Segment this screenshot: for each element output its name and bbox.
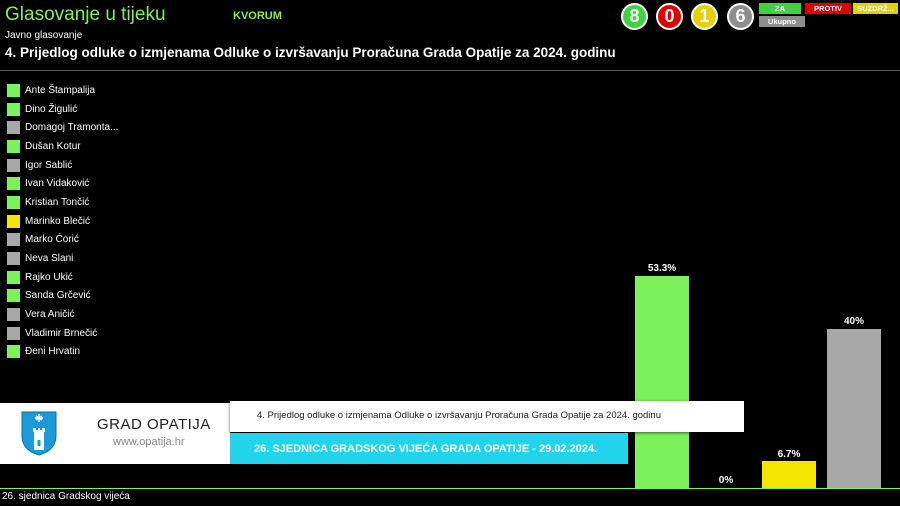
vote-status-indicator	[7, 252, 20, 266]
footer-session: 26. sjednica Gradskog vijeća	[2, 491, 130, 502]
count-protiv-badge: 0	[656, 3, 683, 30]
vote-status-indicator	[7, 308, 20, 322]
brand-name: GRAD OPATIJA	[97, 416, 211, 433]
member-row: Neva Slani	[7, 249, 118, 268]
count-za-badge: 8	[621, 3, 648, 30]
lower-third-session-text: 26. SJEDNICA GRADSKOG VIJEĆA GRADA OPATI…	[254, 443, 598, 455]
member-name: Đeni Hrvatin	[25, 346, 81, 358]
vote-status-indicator	[7, 233, 20, 247]
member-name: Sanda Grčević	[25, 290, 91, 302]
member-row: Vera Aničić	[7, 305, 118, 324]
voting-type: Javno glasovanje	[5, 30, 83, 41]
member-name: Ivan Vidaković	[25, 178, 90, 190]
vote-status-indicator	[7, 177, 20, 191]
member-row: Domagoj Tramonta...	[7, 118, 118, 137]
vote-status-indicator	[7, 326, 20, 340]
page-title: Glasovanje u tijeku	[5, 4, 166, 25]
bar-label-protiv: 0%	[718, 475, 734, 486]
count-ukupno-badge: 6	[727, 3, 754, 30]
vote-status-indicator	[7, 289, 20, 303]
bar-za	[635, 276, 689, 488]
agenda-item-title: 4. Prijedlog odluke o izmjenama Odluke o…	[5, 45, 616, 60]
lower-third-item-text: 4. Prijedlog odluke o izmjenama Odluke o…	[257, 410, 661, 421]
member-row: Rajko Ukić	[7, 268, 118, 287]
vote-status-indicator	[7, 139, 20, 153]
vote-status-indicator	[7, 345, 20, 359]
bar-ukupno	[827, 329, 881, 488]
member-name: Marinko Blečić	[25, 215, 91, 227]
member-row: Sanda Grčević	[7, 287, 118, 306]
vote-status-indicator	[7, 121, 20, 135]
member-name: Ante Štampalija	[25, 84, 96, 96]
chart-baseline	[0, 488, 900, 489]
member-row: Kristian Tončić	[7, 193, 118, 212]
bar-suzdrzan	[762, 461, 816, 488]
member-row: Ante Štampalija	[7, 81, 118, 100]
count-suzdrzan-badge: 1	[691, 3, 718, 30]
member-row: Ivan Vidaković	[7, 174, 118, 193]
member-row: Đeni Hrvatin	[7, 343, 118, 362]
vote-status-indicator	[7, 270, 20, 284]
member-name: Marko Ćorić	[25, 234, 79, 246]
member-name: Igor Sablić	[25, 159, 73, 171]
brand-website: www.opatija.hr	[113, 436, 185, 448]
member-name: Vladimir Brnečić	[25, 327, 98, 339]
legend-protiv: PROTIV	[805, 3, 851, 14]
member-name: Neva Slani	[25, 253, 74, 265]
member-row: Marinko Blečić	[7, 212, 118, 231]
lower-third-item-bar	[230, 401, 744, 432]
member-name: Dino Žigulić	[25, 103, 78, 115]
vote-status-indicator	[7, 158, 20, 172]
member-list: Ante Štampalija Dino Žigulić Domagoj Tra…	[7, 81, 118, 361]
city-crest-icon	[21, 411, 57, 456]
member-name: Domagoj Tramonta...	[25, 122, 119, 134]
legend-ukupno: Ukupno	[759, 16, 805, 27]
member-name: Dušan Kotur	[25, 140, 81, 152]
lower-third-session-bar	[230, 433, 628, 464]
member-row: Vladimir Brnečić	[7, 324, 118, 343]
quorum-indicator: KVORUM	[233, 10, 282, 22]
header-divider	[0, 70, 900, 71]
member-row: Dušan Kotur	[7, 137, 118, 156]
vote-status-indicator	[7, 195, 20, 209]
member-name: Rajko Ukić	[25, 271, 73, 283]
legend-za: ZA	[759, 3, 801, 14]
legend-suzdrzan: SUZDRŽ...	[853, 3, 898, 14]
bar-label-ukupno: 40%	[843, 316, 864, 327]
vote-status-indicator	[7, 102, 20, 116]
vote-status-indicator	[7, 214, 20, 228]
vote-status-indicator	[7, 83, 20, 97]
bar-label-za: 53.3%	[647, 263, 677, 274]
member-row: Igor Sablić	[7, 156, 118, 175]
member-row: Dino Žigulić	[7, 100, 118, 119]
member-row: Marko Ćorić	[7, 231, 118, 250]
member-name: Kristian Tončić	[25, 196, 90, 208]
bar-label-suzdrzan: 6.7%	[777, 449, 801, 460]
member-name: Vera Aničić	[25, 309, 75, 321]
